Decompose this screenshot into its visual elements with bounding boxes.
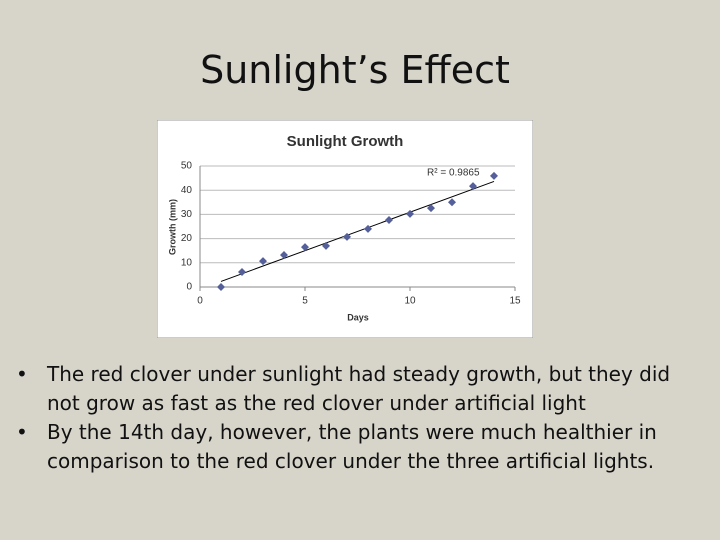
data-point	[322, 241, 330, 250]
y-tick-label: 30	[181, 209, 193, 220]
trendline-annotation: R² = 0.9865	[427, 168, 480, 179]
chart-frame	[157, 120, 533, 338]
bullet: The red clover under sunlight had steady…	[16, 360, 696, 418]
y-axis-label: Growth (mm)	[167, 199, 177, 255]
data-point	[259, 257, 267, 266]
data-point	[343, 232, 351, 241]
data-point	[427, 204, 435, 213]
data-point	[490, 171, 498, 180]
data-point	[217, 283, 225, 291]
x-axis-label: Days	[347, 312, 369, 322]
y-tick-label: 10	[181, 257, 193, 268]
slide-title: Sunlight’s Effect	[200, 48, 510, 92]
y-tick-label: 50	[181, 161, 193, 172]
data-point	[238, 267, 246, 276]
x-tick-label: 5	[302, 296, 308, 307]
x-tick-label: 0	[197, 296, 203, 307]
data-point	[280, 251, 288, 260]
data-point	[448, 198, 456, 207]
bullet-list: The red clover under sunlight had steady…	[16, 360, 696, 476]
y-tick-label: 20	[181, 233, 193, 244]
y-tick-label: 40	[181, 185, 193, 196]
x-tick-label: 10	[404, 296, 416, 307]
data-point	[406, 209, 414, 218]
x-tick-label: 15	[509, 296, 521, 307]
data-point	[301, 243, 309, 252]
bullet: By the 14th day, however, the plants wer…	[16, 418, 696, 476]
trendline	[220, 180, 495, 282]
chart-title: Sunlight Growth	[287, 133, 404, 150]
data-point	[364, 224, 372, 233]
data-point	[385, 215, 393, 224]
data-point	[469, 182, 477, 191]
chart: Sunlight Growth Days Growth (mm) 0 10 20 30…	[157, 120, 533, 338]
y-tick-label: 0	[186, 282, 192, 293]
